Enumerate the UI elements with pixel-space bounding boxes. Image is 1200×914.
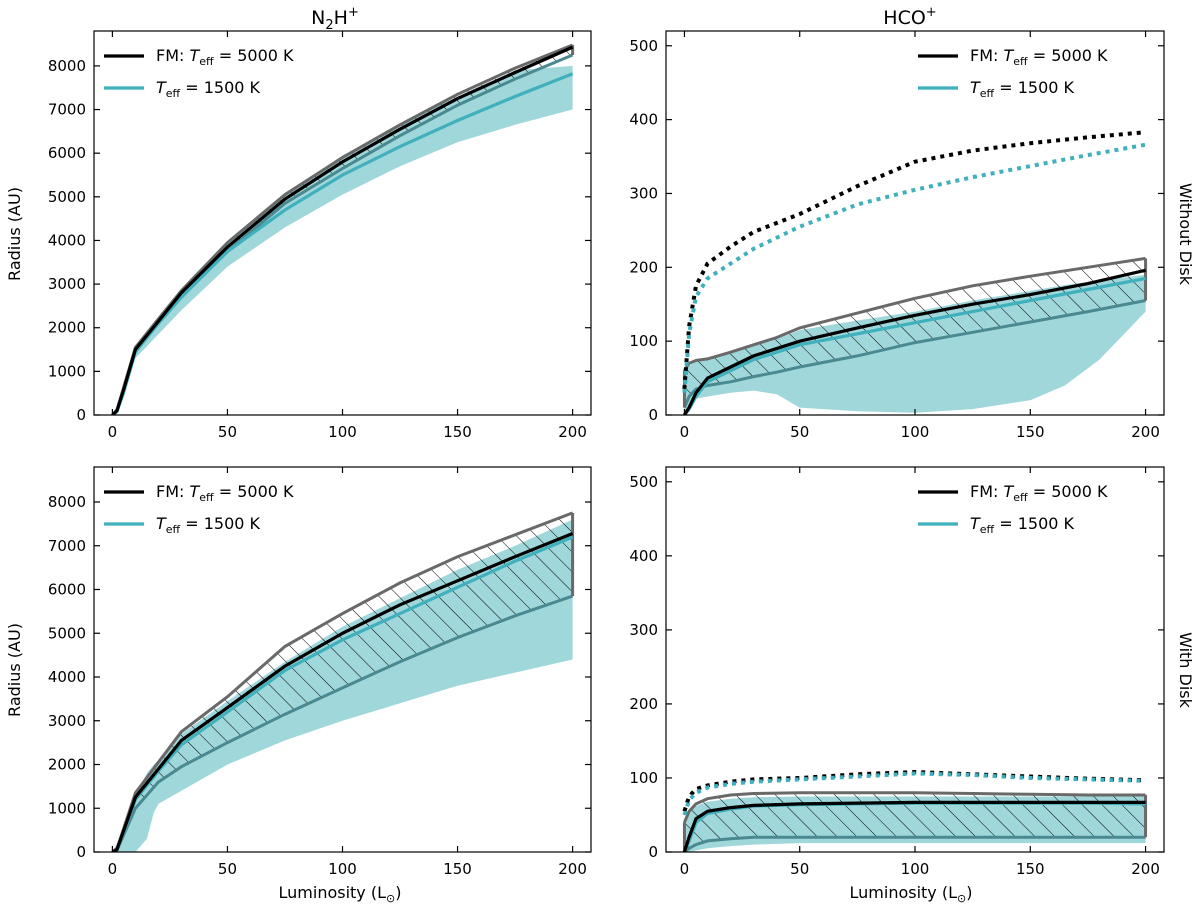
panel-n2h-disk: 0 50 100 150 2000100020003000400050006000700… (48, 466, 592, 878)
y-tick-label: 1000 (48, 799, 86, 817)
plot-area (682, 130, 1148, 415)
x-tick-label: 100 (328, 423, 357, 441)
dotted-line-fm (682, 130, 1146, 390)
legend-entry-teal-label: Teff = 1500 K (970, 78, 1075, 100)
y-tick-label: 6000 (48, 581, 86, 599)
y-tick-label: 0 (76, 843, 86, 861)
legend-entry-fm-label: FM: Teff = 5000 K (970, 46, 1108, 68)
y-tick-label: 5000 (48, 188, 86, 206)
y-tick-label: 0 (648, 843, 658, 861)
y-tick-label: 4000 (48, 668, 86, 686)
x-tick-label: 100 (901, 423, 930, 441)
panel-hco-disk: 0 50 100 150 200 0 100 200 300 400 500 FM: Teff = 5… (629, 466, 1165, 878)
x-tick-label: 0 (108, 860, 118, 878)
column-title-left: N2H+ (311, 5, 359, 33)
legend: FM: Teff = 5000 K Teff = 1500 K (918, 46, 1108, 100)
x-tick-label: 150 (1016, 423, 1045, 441)
x-tick-label: 0 (680, 423, 690, 441)
panel-hco-nodisk: 0 50 100 150 200 0 100 200 300 400 500 FM: Teff = 5… (629, 30, 1165, 441)
legend-entry-fm-label: FM: Teff = 5000 K (156, 46, 294, 68)
y-tick-label: 2000 (48, 756, 86, 774)
y-tick-label: 6000 (48, 144, 86, 162)
x-tick-label: 150 (1016, 860, 1045, 878)
legend-entry-teal-label: Teff = 1500 K (156, 514, 261, 536)
y-tick-label: 4000 (48, 231, 86, 249)
legend: FM: Teff = 5000 K Teff = 1500 K (104, 482, 294, 536)
x-tick-label: 50 (790, 860, 809, 878)
y-tick-label: 7000 (48, 537, 86, 555)
y-tick-label: 500 (629, 473, 658, 491)
y-tick-label: 200 (629, 695, 658, 713)
band-fm-upper-edge (683, 256, 1146, 372)
band-fm-lower-edge (683, 835, 1146, 852)
column-title-right: HCO+ (883, 5, 936, 29)
row-title-bottom: With Disk (1176, 632, 1195, 709)
row-title-top: Without Disk (1176, 183, 1195, 286)
x-tick-label: 50 (790, 423, 809, 441)
x-tick-label: 200 (558, 860, 587, 878)
legend: FM: Teff = 5000 K Teff = 1500 K (104, 46, 294, 100)
legend: FM: Teff = 5000 K Teff = 1500 K (918, 482, 1108, 536)
y-tick-label: 5000 (48, 624, 86, 642)
y-tick-label: 8000 (48, 493, 86, 511)
y-tick-label: 200 (629, 258, 658, 276)
plot-area (111, 43, 575, 415)
y-tick-label: 0 (648, 406, 658, 424)
y-tick-label: 300 (629, 184, 658, 202)
legend-entry-teal-label: Teff = 1500 K (970, 514, 1075, 536)
y-tick-label: 500 (629, 37, 658, 55)
legend-entry-fm-label: FM: Teff = 5000 K (156, 482, 294, 504)
x-tick-label: 50 (218, 860, 237, 878)
y-tick-label: 8000 (48, 57, 86, 75)
band-teal-range (112, 65, 573, 415)
y-tick-label: 1000 (48, 362, 86, 380)
x-tick-label: 50 (218, 423, 237, 441)
x-tick-label: 200 (1131, 860, 1160, 878)
x-tick-label: 100 (328, 860, 357, 878)
y-tick-label: 2000 (48, 319, 86, 337)
panel-n2h-nodisk: 0 50 100 150 2000100020003000400050006000700… (48, 30, 592, 441)
x-axis-label-left: Luminosity (L⊙) (279, 883, 402, 905)
y-axis-label-bottom: Radius (AU) (5, 623, 24, 717)
x-tick-label: 150 (443, 860, 472, 878)
x-tick-label: 0 (108, 423, 118, 441)
x-tick-label: 200 (558, 423, 587, 441)
series-line-fm (682, 800, 1146, 852)
series-line-fm (683, 268, 1146, 415)
y-axis-label-top: Radius (AU) (5, 187, 24, 281)
band-fm-hatch (112, 512, 573, 852)
band-fm-upper-edge (683, 791, 1146, 823)
series-line-fm (111, 45, 574, 415)
plot-area (111, 511, 575, 852)
x-tick-label: 0 (680, 860, 690, 878)
plot-area (682, 769, 1148, 852)
y-tick-label: 400 (629, 547, 658, 565)
legend-entry-fm-label: FM: Teff = 5000 K (970, 482, 1108, 504)
x-tick-label: 100 (901, 860, 930, 878)
x-tick-label: 200 (1131, 423, 1160, 441)
y-tick-label: 7000 (48, 101, 86, 119)
dotted-line-teal (682, 771, 1146, 816)
y-tick-label: 400 (629, 111, 658, 129)
series-line-fm (111, 532, 574, 852)
y-tick-label: 3000 (48, 712, 86, 730)
y-tick-label: 100 (629, 769, 658, 787)
y-tick-label: 0 (76, 406, 86, 424)
y-tick-label: 3000 (48, 275, 86, 293)
x-axis-label-right: Luminosity (L⊙) (850, 883, 973, 905)
y-tick-label: 300 (629, 621, 658, 639)
x-tick-label: 150 (443, 423, 472, 441)
legend-entry-teal-label: Teff = 1500 K (156, 78, 261, 100)
y-tick-label: 100 (629, 332, 658, 350)
